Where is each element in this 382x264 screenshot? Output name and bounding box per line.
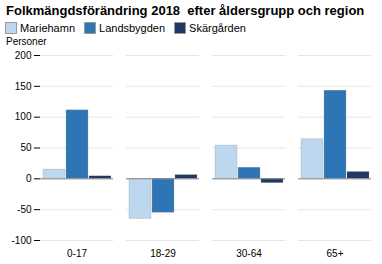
svg-text:200: 200 [15,50,32,61]
html-text:Folkmängdsförändring 2018 efte: Folkmängdsförändring 2018 efter åldersgr… [6,3,365,18]
html-text:Landsbygden: Landsbygden [99,22,166,34]
svg-text:18-29: 18-29 [150,248,176,259]
svg-text:30-64: 30-64 [236,248,262,259]
html-text:Mariehamn: Mariehamn [20,22,75,34]
svg-text:-50: -50 [17,204,32,215]
html-text:Personer: Personer [6,36,47,47]
svg-text:65+: 65+ [327,248,344,259]
svg-text:100: 100 [15,111,32,122]
svg-text:-100: -100 [11,235,31,246]
html-text:Skärgården: Skärgården [189,22,246,34]
svg-text:150: 150 [15,81,32,92]
svg-text:0-17: 0-17 [67,248,87,259]
svg-text:0: 0 [26,173,32,184]
svg-text:50: 50 [20,142,32,153]
